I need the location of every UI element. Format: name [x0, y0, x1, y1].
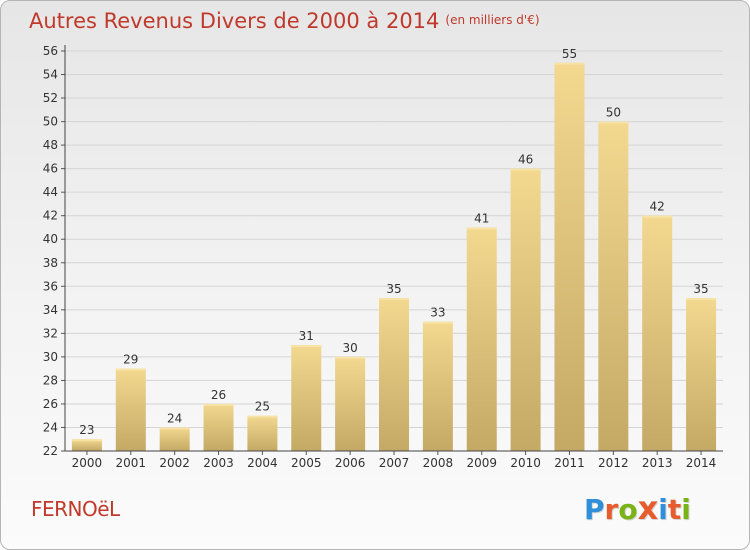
bar-highlight [291, 345, 322, 348]
data-label: 23 [79, 423, 94, 437]
chart-unit: (en milliers d'€) [445, 13, 540, 27]
y-tick-label: 48 [43, 138, 58, 152]
y-tick-label: 30 [43, 350, 58, 364]
y-tick-label: 42 [43, 209, 58, 223]
bar-2011 [554, 62, 585, 451]
y-tick-label: 34 [43, 303, 58, 317]
x-tick-label: 2009 [466, 456, 497, 470]
bar-highlight [466, 227, 497, 230]
data-label: 24 [167, 411, 182, 425]
logo-letter: i [658, 493, 668, 526]
bar-2002 [159, 427, 190, 451]
logo-letter: x [637, 489, 659, 527]
bar-2000 [71, 439, 102, 451]
bar-highlight [642, 215, 673, 218]
x-tick-label: 2007 [379, 456, 410, 470]
data-label: 29 [123, 353, 138, 367]
proxiti-logo: Proxiti [584, 489, 691, 527]
y-tick-label: 40 [43, 232, 58, 246]
bar-highlight [203, 403, 234, 406]
data-label: 26 [211, 388, 226, 402]
data-label: 25 [255, 400, 270, 414]
y-tick-label: 26 [43, 397, 58, 411]
x-tick-label: 2008 [423, 456, 454, 470]
data-label: 35 [386, 282, 401, 296]
data-label: 42 [650, 200, 665, 214]
x-tick-label: 2011 [554, 456, 585, 470]
x-tick-label: 2002 [159, 456, 190, 470]
bar-highlight [159, 427, 190, 430]
y-tick-label: 52 [43, 91, 58, 105]
bar-2014 [686, 298, 717, 451]
commune-name: FERNOëL [31, 497, 120, 521]
x-tick-label: 2014 [686, 456, 717, 470]
bar-2008 [422, 321, 453, 451]
y-tick-label: 56 [43, 44, 58, 58]
bar-2010 [510, 168, 541, 451]
bars [71, 62, 717, 452]
y-tick-label: 22 [43, 444, 58, 458]
bar-highlight [422, 321, 453, 324]
x-tick-label: 2000 [72, 456, 103, 470]
data-label: 50 [606, 106, 621, 120]
bar-highlight [510, 168, 541, 171]
y-tick-label: 46 [43, 162, 58, 176]
logo-letter: r [604, 493, 619, 526]
bar-highlight [247, 415, 278, 418]
y-tick-label: 32 [43, 326, 58, 340]
logo-letter: t [667, 493, 682, 526]
data-label: 46 [518, 153, 533, 167]
x-tick-label: 2005 [291, 456, 322, 470]
x-tick-label: 2012 [598, 456, 629, 470]
y-tick-label: 28 [43, 373, 58, 387]
bar-2006 [335, 356, 366, 451]
logo-letter: o [618, 493, 638, 526]
bar-highlight [379, 298, 409, 301]
x-tick-label: 2006 [335, 456, 366, 470]
data-labels: 23 29 24 26 25 31 30 35 33 41 46 55 50 42 35 [79, 47, 708, 437]
bar-2007 [379, 298, 409, 451]
x-tick-label: 2010 [510, 456, 541, 470]
bar-highlight [115, 368, 146, 371]
bar-2004 [247, 415, 278, 451]
y-tick-label: 44 [43, 185, 58, 199]
data-label: 30 [342, 341, 357, 355]
x-tick-label: 2013 [642, 456, 673, 470]
bar-highlight [554, 62, 585, 65]
x-tick-label: 2001 [116, 456, 147, 470]
axes: 22 24 26 28 30 32 34 36 38 40 42 44 46 48 50 52 54 56 2000… [43, 44, 723, 470]
y-tick-label: 54 [43, 68, 58, 82]
data-label: 55 [562, 47, 577, 61]
bar-highlight [686, 298, 717, 301]
chart-title: Autres Revenus Divers de 2000 à 2014 (en … [29, 9, 540, 33]
y-tick-label: 50 [43, 115, 58, 129]
bar-2003 [203, 403, 234, 451]
data-label: 35 [693, 282, 708, 296]
y-tick-label: 24 [43, 420, 58, 434]
y-tick-label: 38 [43, 256, 58, 270]
bar-highlight [598, 121, 629, 124]
data-label: 41 [474, 211, 489, 225]
bar-2012 [598, 121, 629, 452]
bar-2005 [291, 345, 322, 451]
data-label: 33 [430, 306, 445, 320]
y-tick-label: 36 [43, 279, 58, 293]
bar-2013 [642, 215, 673, 451]
chart-title-text: Autres Revenus Divers de 2000 à 2014 [29, 9, 440, 33]
x-tick-label: 2003 [203, 456, 234, 470]
logo-letter: i [681, 493, 691, 526]
bar-2009 [466, 227, 497, 451]
bar-highlight [71, 439, 102, 442]
bar-highlight [335, 356, 366, 359]
bar-2001 [115, 368, 146, 451]
data-label: 31 [299, 329, 314, 343]
x-tick-label: 2004 [247, 456, 278, 470]
logo-letter: P [584, 493, 605, 526]
